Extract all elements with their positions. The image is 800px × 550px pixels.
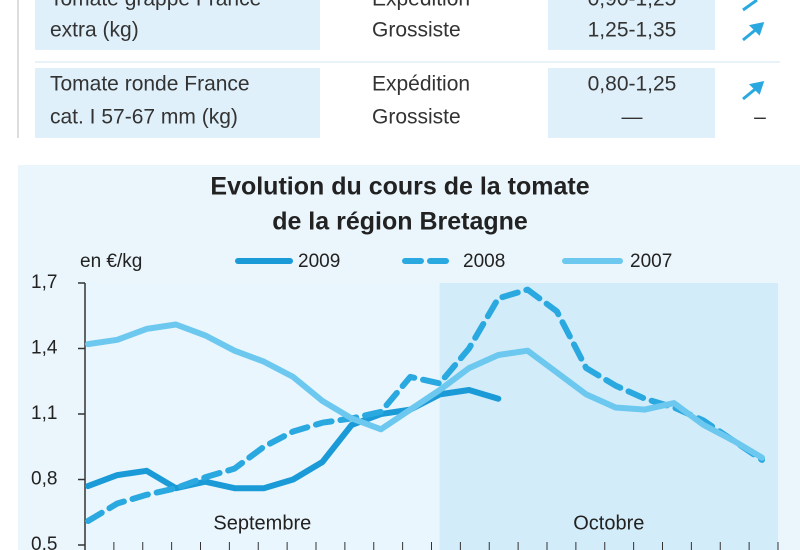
table: Tomate grappe France extra (kg) Expédition… (50, 0, 766, 129)
arrow-head (748, 22, 765, 36)
x-category-label: Octobre (573, 512, 644, 534)
trend: – (754, 106, 766, 129)
price: 1,25-1,35 (588, 19, 677, 42)
y-axis-label: en €/kg (80, 251, 142, 272)
cell-bg (35, 68, 320, 138)
price: 0,90-1,25 (588, 0, 677, 11)
cell-bg (35, 0, 320, 50)
product-name: Tomate grappe France (50, 0, 261, 11)
y-tick-label: 1,7 (31, 272, 57, 293)
trend-arrows (742, 0, 765, 101)
stage: Expédition (372, 0, 470, 11)
x-category-label: Septembre (213, 512, 311, 534)
legend-label: 2008 (463, 251, 505, 272)
month-band (439, 283, 778, 550)
price: — (622, 106, 643, 129)
month-band (85, 283, 440, 550)
stage: Grossiste (372, 19, 461, 42)
product-name: Tomate ronde France (50, 73, 250, 96)
y-tick-label: 1,4 (31, 338, 58, 359)
legend-label: 2007 (630, 251, 672, 272)
cell-bg (548, 0, 715, 50)
product-name: extra (kg) (50, 19, 139, 42)
series-line (85, 286, 765, 524)
chart-title: Evolution du cours de la tomate (210, 173, 589, 201)
y-tick-label: 0,5 (31, 534, 57, 550)
legend-label: 2009 (298, 251, 340, 272)
product-name: cat. I 57-67 mm (kg) (50, 106, 238, 129)
y-tick-label: 1,1 (31, 403, 57, 424)
stage: Expédition (372, 73, 470, 96)
arrow-head (748, 81, 765, 95)
y-tick-label: 0,8 (31, 469, 57, 490)
stage: Grossiste (372, 106, 461, 129)
series-line (85, 321, 765, 461)
cell-bg (548, 68, 715, 138)
price: 0,80-1,25 (588, 73, 677, 96)
chart: Evolution du cours de la tomate de la rég… (31, 173, 779, 550)
chart-title: de la région Bretagne (272, 208, 528, 236)
trend-up (742, 0, 758, 12)
